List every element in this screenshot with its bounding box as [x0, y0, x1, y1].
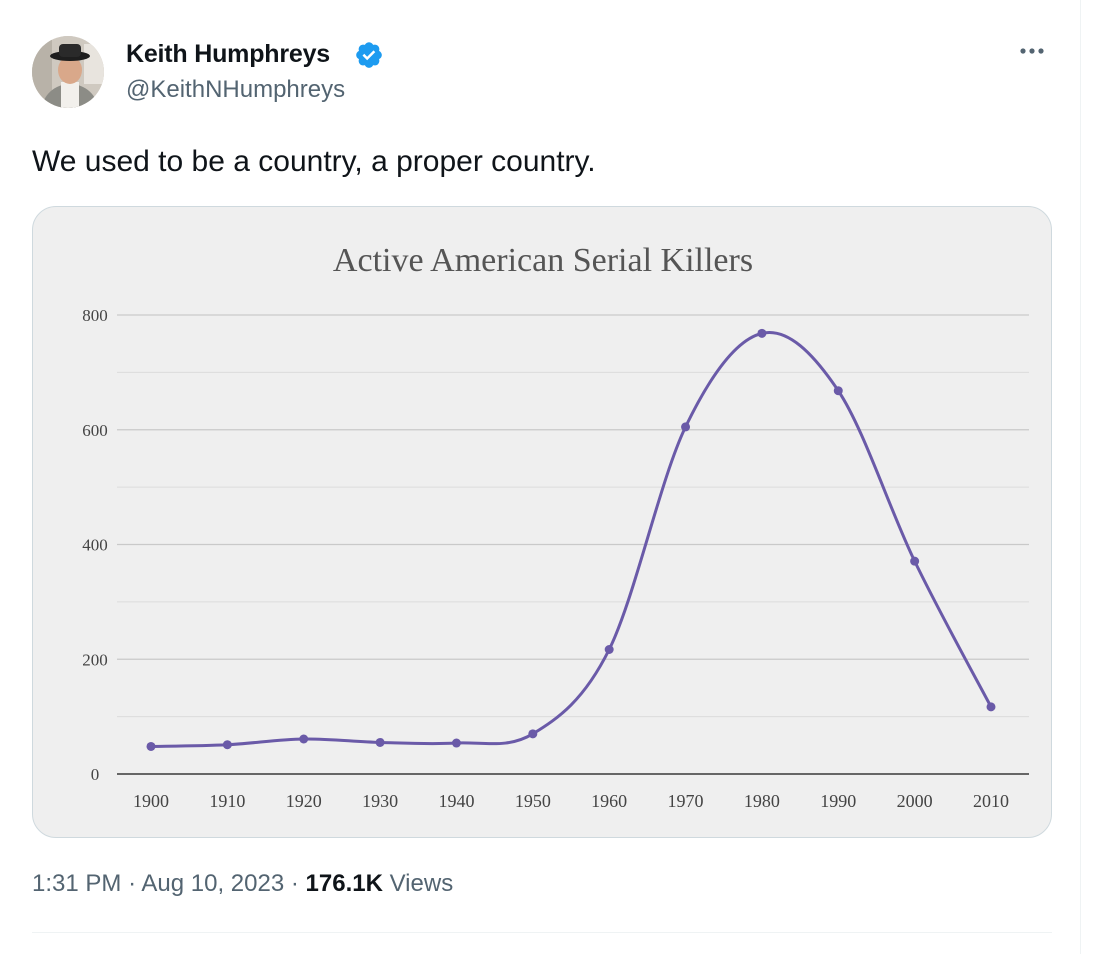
views-label: Views [389, 870, 454, 897]
x-tick-label: 2010 [973, 791, 1009, 811]
x-tick-label: 1990 [820, 791, 856, 811]
author-name[interactable]: Keith Humphreys [126, 40, 330, 68]
divider [32, 932, 1052, 933]
y-tick-label: 800 [82, 306, 108, 325]
avatar-image [32, 36, 104, 108]
data-point [757, 328, 767, 338]
line-chart: 0 200 400 600 800 1900 1910 1920 1930 1940 1950 196… [82, 242, 1029, 811]
data-point [986, 702, 996, 712]
data-point [528, 729, 538, 739]
chart-grid [117, 314, 1029, 718]
y-tick-label: 0 [91, 765, 100, 784]
verified-badge-icon[interactable] [354, 40, 384, 70]
avatar[interactable] [32, 36, 104, 108]
data-point [222, 740, 232, 750]
x-tick-label: 1980 [744, 791, 780, 811]
tweet-time[interactable]: 1:31 PM [32, 870, 122, 897]
data-point [299, 734, 309, 744]
x-tick-label: 1930 [362, 791, 398, 811]
data-point [375, 737, 385, 747]
chart-axes: 0 200 400 600 800 1900 1910 1920 1930 1940 1950 196… [82, 306, 1029, 811]
x-tick-label: 1960 [591, 791, 627, 811]
y-tick-label: 400 [82, 536, 108, 555]
x-tick-label: 2000 [897, 791, 933, 811]
more-horizontal-icon[interactable] [1012, 36, 1052, 66]
chart-points [146, 328, 996, 751]
x-tick-label: 1950 [515, 791, 551, 811]
chart-series [149, 330, 993, 748]
data-point [681, 422, 691, 432]
meta-separator: · [290, 870, 299, 897]
meta-separator: · [128, 870, 137, 897]
x-tick-label: 1920 [286, 791, 322, 811]
x-tick-label: 1940 [438, 791, 474, 811]
y-tick-label: 200 [82, 650, 108, 669]
author-handle[interactable]: @KeithNHumphreys [126, 76, 346, 103]
tweet-date[interactable]: Aug 10, 2023 [141, 870, 285, 897]
data-point [833, 386, 843, 396]
y-tick-label: 600 [82, 421, 108, 440]
views-count: 176.1K [305, 870, 383, 897]
data-point [451, 738, 461, 748]
series-line [149, 330, 993, 748]
x-tick-label: 1970 [668, 791, 704, 811]
tweet-text: We used to be a country, a proper countr… [32, 145, 596, 178]
data-point [146, 741, 156, 751]
data-point [910, 556, 920, 566]
x-tick-label: 1900 [133, 791, 169, 811]
tweet-meta: 1:31 PM · Aug 10, 2023 · 176.1K Views [32, 870, 453, 898]
media-card[interactable]: 0 200 400 600 800 1900 1910 1920 1930 1940 1950 196… [32, 206, 1052, 838]
data-point [604, 644, 614, 654]
x-tick-label: 1910 [209, 791, 245, 811]
chart-title: Active American Serial Killers [333, 242, 753, 279]
column-border [1080, 0, 1081, 954]
